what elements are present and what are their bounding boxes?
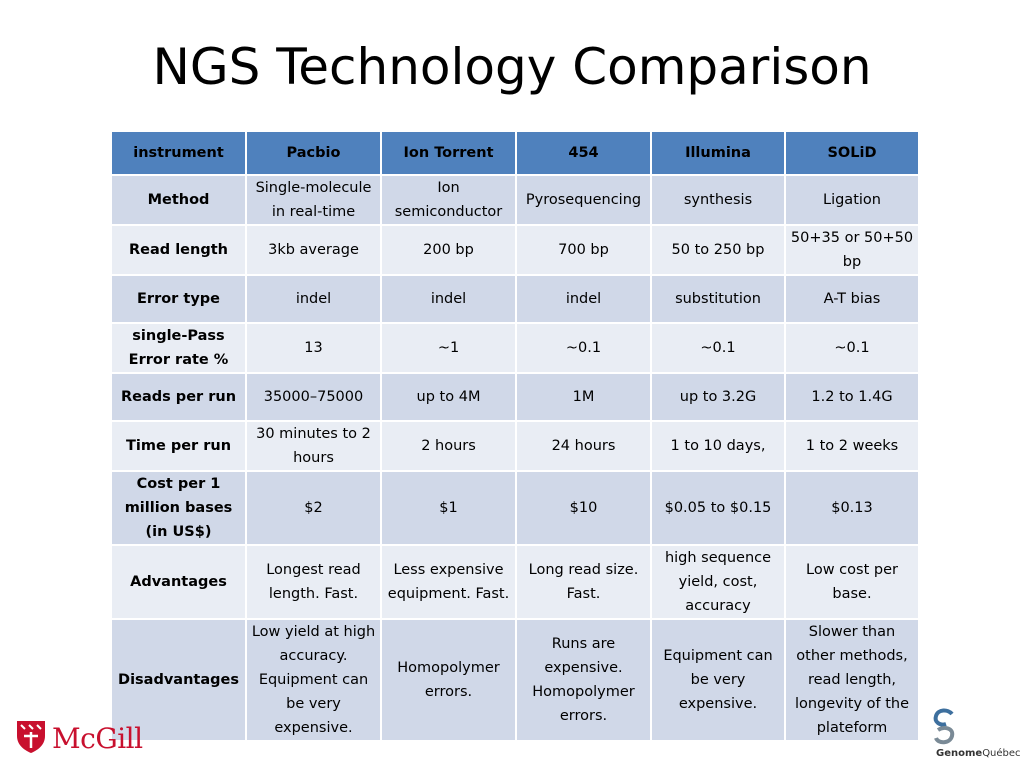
table-cell: indel bbox=[380, 274, 517, 324]
table-row: Time per run 30 minutes to 2 hours 2 hou… bbox=[110, 420, 920, 472]
table-cell: 2 hours bbox=[380, 420, 517, 472]
table-cell: high sequence yield, cost, accuracy bbox=[650, 544, 786, 620]
table-cell: Pyrosequencing bbox=[515, 174, 652, 226]
mcgill-shield-icon bbox=[17, 721, 45, 753]
table-cell: up to 3.2G bbox=[650, 372, 786, 422]
table-row: Reads per run 35000–75000 up to 4M 1M up… bbox=[110, 372, 920, 422]
table-cell: 1.2 to 1.4G bbox=[784, 372, 920, 422]
table-cell: 24 hours bbox=[515, 420, 652, 472]
table-cell: $2 bbox=[245, 470, 382, 546]
table-cell: 30 minutes to 2 hours bbox=[245, 420, 382, 472]
row-label: Read length bbox=[110, 224, 247, 276]
table-cell: indel bbox=[245, 274, 382, 324]
table-cell: 1 to 10 days, bbox=[650, 420, 786, 472]
row-label: Error type bbox=[110, 274, 247, 324]
table-cell: 700 bp bbox=[515, 224, 652, 276]
table-cell: Low cost per base. bbox=[784, 544, 920, 620]
table-row: Error type indel indel indel substitutio… bbox=[110, 274, 920, 324]
table-row: Advantages Longest read length. Fast. Le… bbox=[110, 544, 920, 620]
table-row: Method Single-molecule in real-time Ion … bbox=[110, 174, 920, 226]
row-label: Method bbox=[110, 174, 247, 226]
header-cell-solid: SOLiD bbox=[784, 130, 920, 176]
table-cell: 1 to 2 weeks bbox=[784, 420, 920, 472]
table-cell: Homopolymer errors. bbox=[380, 618, 517, 742]
table-cell: $1 bbox=[380, 470, 517, 546]
table-cell: up to 4M bbox=[380, 372, 517, 422]
table-cell: Longest read length. Fast. bbox=[245, 544, 382, 620]
table-cell: Equipment can be very expensive. bbox=[650, 618, 786, 742]
row-label: single-Pass Error rate % bbox=[110, 322, 247, 374]
table-cell: $10 bbox=[515, 470, 652, 546]
row-label: Cost per 1 million bases (in US$) bbox=[110, 470, 247, 546]
genome-quebec-logo: GenomeQuébec bbox=[930, 708, 1021, 768]
table-cell: A-T bias bbox=[784, 274, 920, 324]
genome-quebec-text: GenomeQuébec bbox=[936, 748, 1021, 759]
table-cell: 200 bp bbox=[380, 224, 517, 276]
table-cell: Long read size. Fast. bbox=[515, 544, 652, 620]
table-cell: $0.05 to $0.15 bbox=[650, 470, 786, 546]
table-cell: 3kb average bbox=[245, 224, 382, 276]
table-cell: synthesis bbox=[650, 174, 786, 226]
table-cell: ~0.1 bbox=[650, 322, 786, 374]
table-cell: 35000–75000 bbox=[245, 372, 382, 422]
table-header-row: instrument Pacbio Ion Torrent 454 Illumi… bbox=[110, 130, 920, 176]
comparison-table: instrument Pacbio Ion Torrent 454 Illumi… bbox=[110, 130, 920, 742]
row-label: Disadvantages bbox=[110, 618, 247, 742]
table-cell: 1M bbox=[515, 372, 652, 422]
table-cell: 50+35 or 50+50 bp bbox=[784, 224, 920, 276]
table-cell: ~0.1 bbox=[515, 322, 652, 374]
header-cell-pacbio: Pacbio bbox=[245, 130, 382, 176]
table-cell: Single-molecule in real-time bbox=[245, 174, 382, 226]
table-row: Cost per 1 million bases (in US$) $2 $1 … bbox=[110, 470, 920, 546]
table-cell: ~1 bbox=[380, 322, 517, 374]
table-row: single-Pass Error rate % 13 ~1 ~0.1 ~0.1… bbox=[110, 322, 920, 374]
table-cell: Ligation bbox=[784, 174, 920, 226]
row-label: Advantages bbox=[110, 544, 247, 620]
table-cell: Low yield at high accuracy. Equipment ca… bbox=[245, 618, 382, 742]
table-cell: Runs are expensive. Homopolymer errors. bbox=[515, 618, 652, 742]
header-cell-instrument: instrument bbox=[110, 130, 247, 176]
table-cell: $0.13 bbox=[784, 470, 920, 546]
table-cell: Less expensive equipment. Fast. bbox=[380, 544, 517, 620]
table-cell: Slower than other methods, read length, … bbox=[784, 618, 920, 742]
header-cell-454: 454 bbox=[515, 130, 652, 176]
table-cell: 13 bbox=[245, 322, 382, 374]
table-cell: substitution bbox=[650, 274, 786, 324]
header-cell-illumina: Illumina bbox=[650, 130, 786, 176]
table-row: Read length 3kb average 200 bp 700 bp 50… bbox=[110, 224, 920, 276]
slide-title: NGS Technology Comparison bbox=[152, 38, 872, 96]
genome-quebec-g-icon bbox=[933, 708, 955, 745]
row-label: Time per run bbox=[110, 420, 247, 472]
table-cell: 50 to 250 bp bbox=[650, 224, 786, 276]
row-label: Reads per run bbox=[110, 372, 247, 422]
header-cell-ion-torrent: Ion Torrent bbox=[380, 130, 517, 176]
mcgill-logo-text: McGill bbox=[52, 722, 143, 755]
table-cell: Ion semiconductor bbox=[380, 174, 517, 226]
table-cell: indel bbox=[515, 274, 652, 324]
table-row: Disadvantages Low yield at high accuracy… bbox=[110, 618, 920, 742]
table-cell: ~0.1 bbox=[784, 322, 920, 374]
